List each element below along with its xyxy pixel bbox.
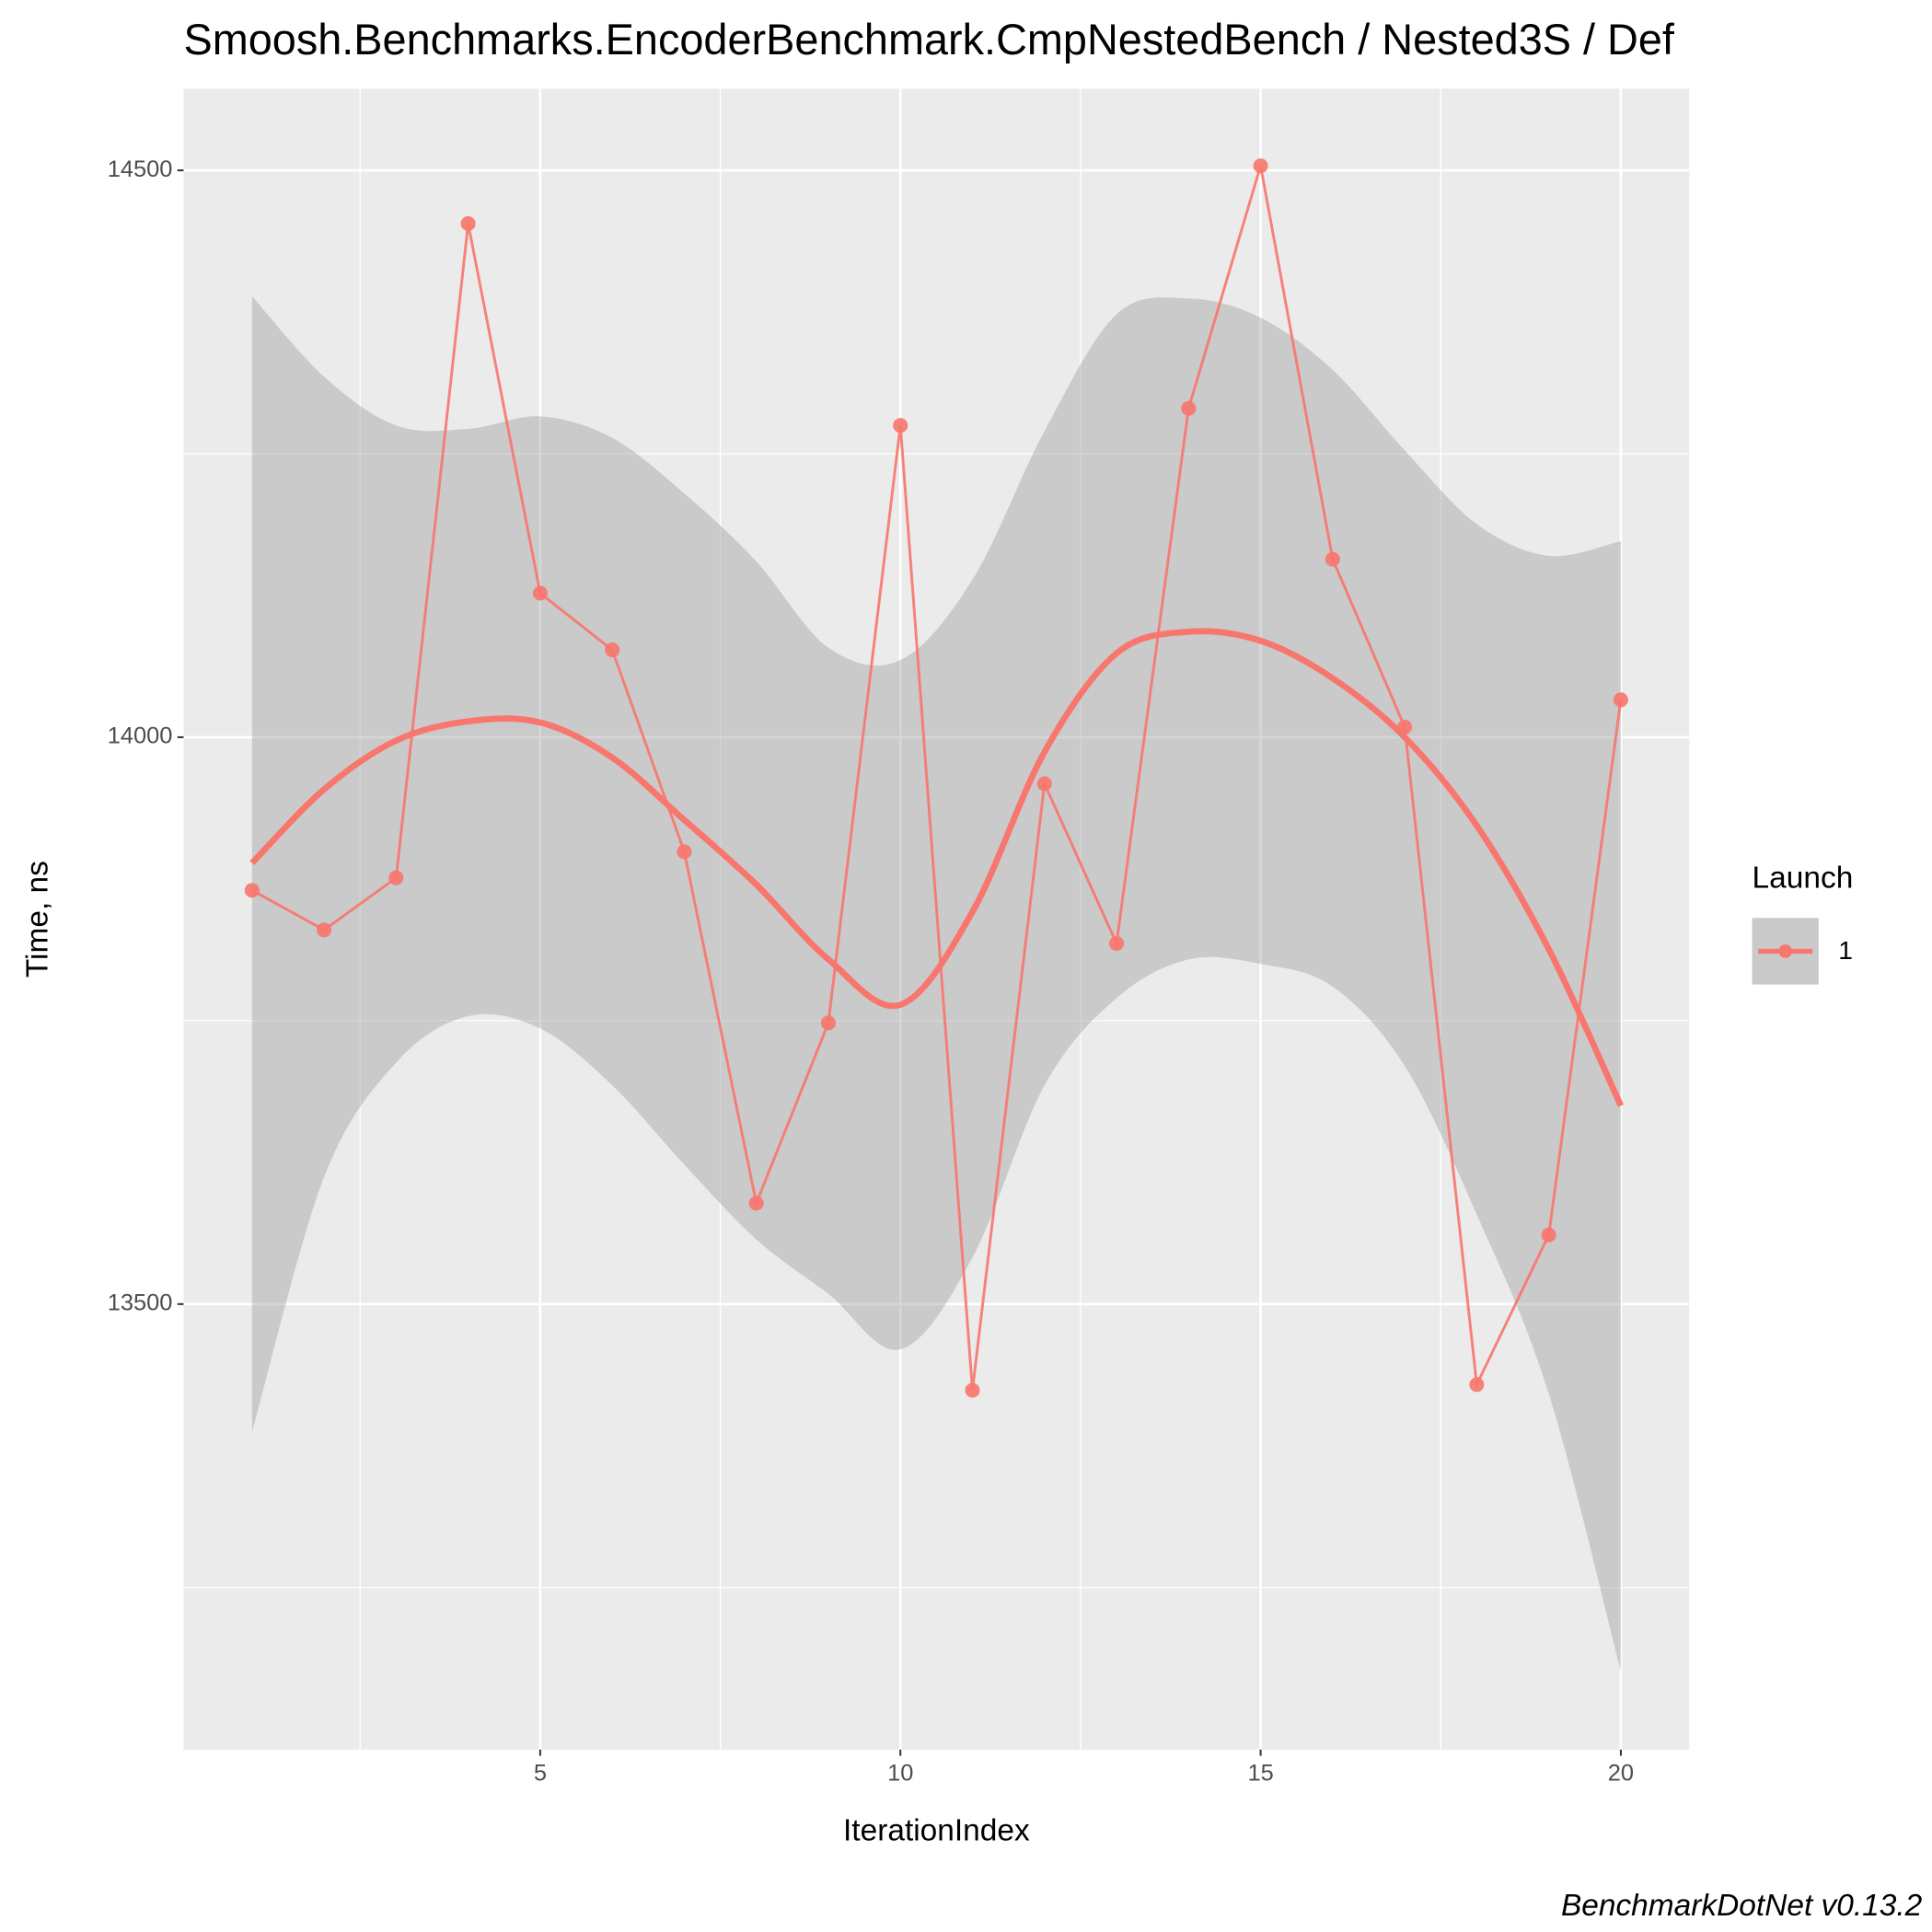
data-point [893, 418, 908, 434]
x-tick-label: 10 [887, 1760, 913, 1786]
data-point [677, 844, 692, 860]
confidence-band [251, 295, 1621, 1672]
data-point [1109, 936, 1125, 952]
y-axis-title: Time, ns [21, 861, 55, 978]
data-point [460, 215, 476, 231]
chart-title: Smoosh.Benchmarks.EncoderBenchmark.CmpNe… [183, 16, 1674, 64]
data-point [1036, 776, 1052, 792]
x-tick-label: 5 [534, 1760, 547, 1786]
y-tick-label: 14500 [108, 156, 173, 182]
x-axis-title: IterationIndex [843, 1813, 1030, 1847]
data-point [1469, 1377, 1485, 1393]
y-tick-label: 13500 [108, 1290, 173, 1316]
data-line [251, 165, 1623, 1391]
data-point [1613, 692, 1628, 708]
data-point [605, 642, 620, 658]
legend-title: Launch [1753, 862, 1854, 896]
data-point [820, 1015, 837, 1031]
legend-key-point [1778, 944, 1793, 958]
data-point [748, 1196, 764, 1211]
marks [244, 158, 1628, 1672]
x-tick-label: 15 [1247, 1760, 1273, 1786]
grid [183, 88, 1690, 1750]
data-point [317, 922, 332, 938]
x-tick-label: 20 [1608, 1760, 1634, 1786]
data-point [965, 1382, 980, 1398]
data-point [532, 585, 548, 601]
data-point [1181, 400, 1197, 416]
data-point [388, 870, 404, 885]
caption: BenchmarkDotNet v0.13.2 [1561, 1889, 1923, 1923]
smooth-line [249, 628, 1624, 1107]
data-point [1325, 551, 1340, 567]
data-point [1541, 1227, 1556, 1243]
y-tick-label: 14000 [108, 723, 173, 749]
legend-label: 1 [1838, 936, 1853, 965]
data-point [1253, 158, 1268, 174]
data-point [244, 883, 260, 898]
